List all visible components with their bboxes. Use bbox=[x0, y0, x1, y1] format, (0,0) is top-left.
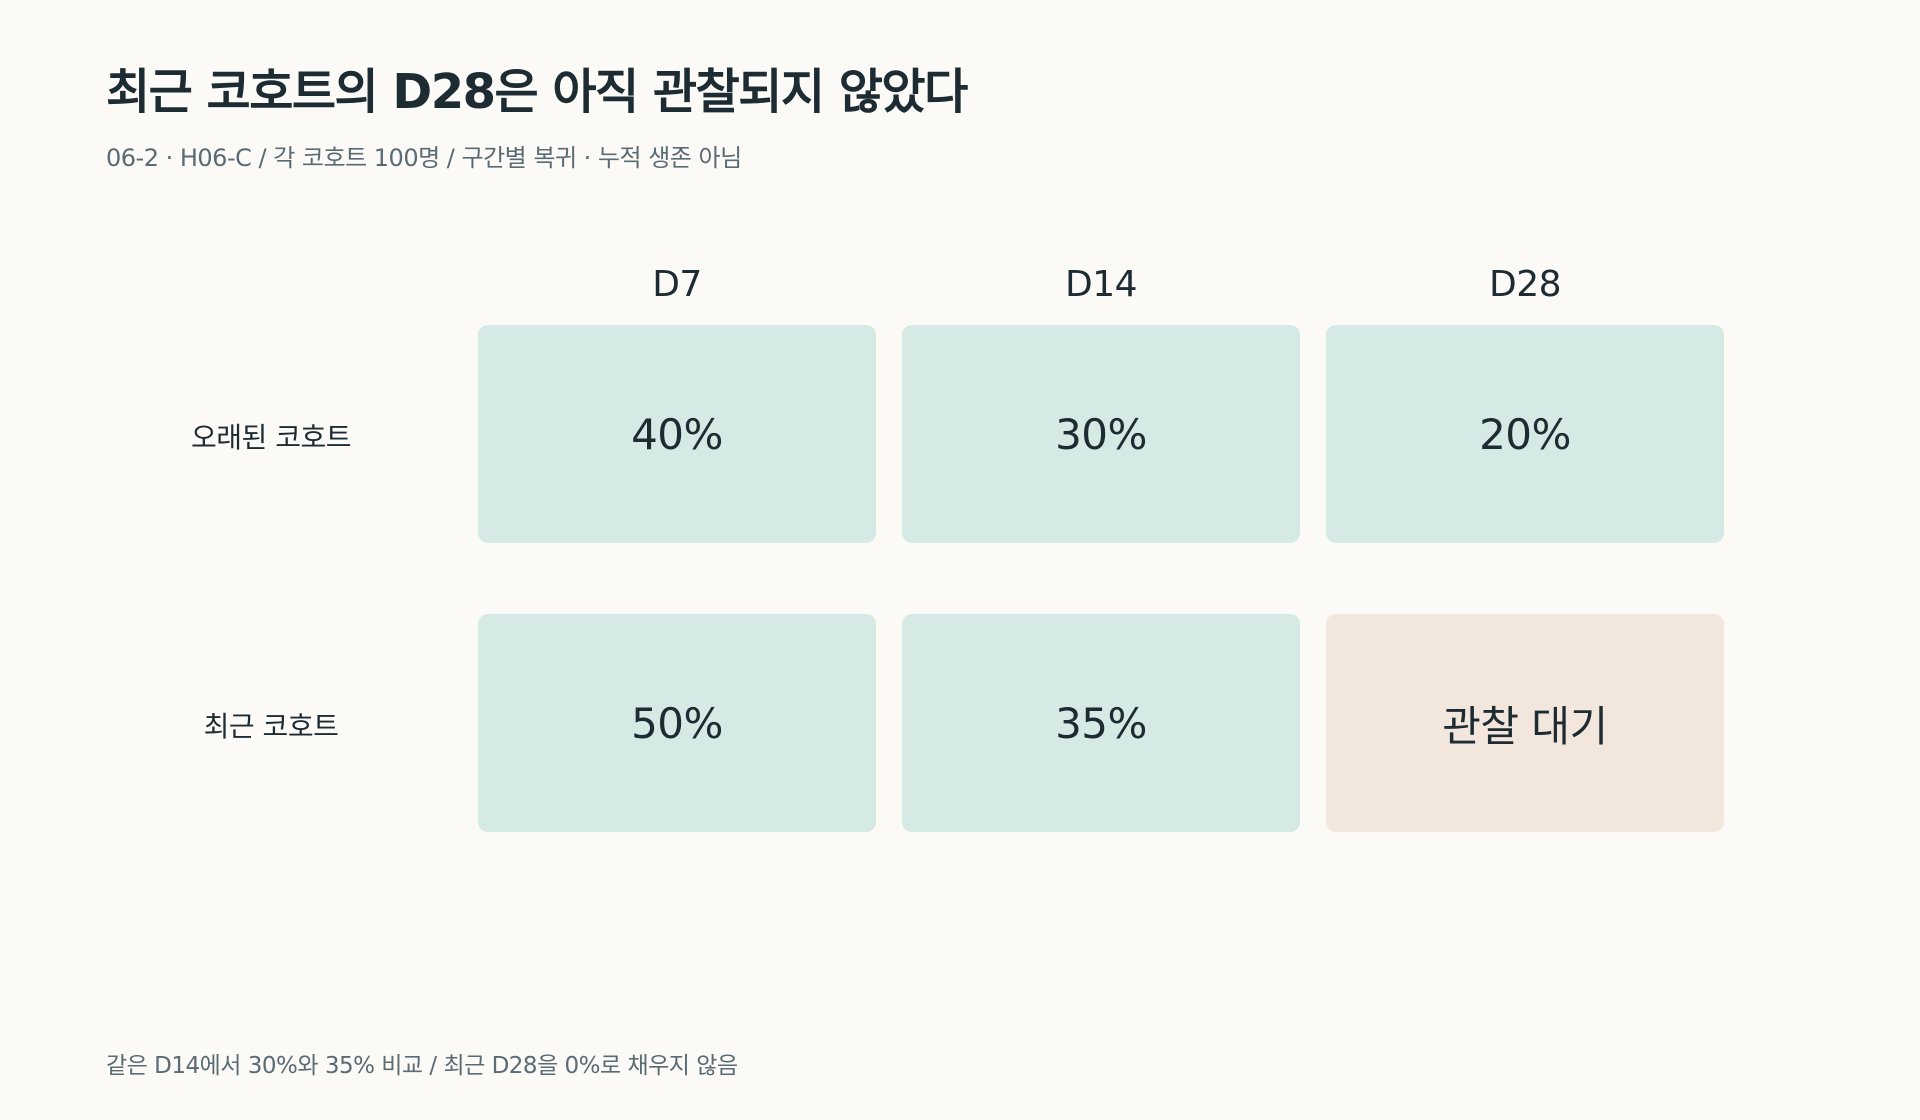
cell-recent-d28-pending: 관찰 대기 bbox=[1326, 614, 1724, 832]
cell-old-d28: 20% bbox=[1326, 325, 1724, 543]
footnote: 같은 D14에서 30%와 35% 비교 / 최근 D28을 0%로 채우지 않… bbox=[106, 1053, 738, 1079]
row-label-recent-cohort: 최근 코호트 bbox=[203, 710, 339, 743]
column-header-d14: D14 bbox=[1064, 264, 1138, 305]
chart-subtitle: 06-2 · H06-C / 각 코호트 100명 / 구간별 복귀 · 누적 … bbox=[106, 144, 742, 172]
column-header-d28: D28 bbox=[1488, 264, 1562, 305]
cell-old-d14: 30% bbox=[902, 325, 1300, 543]
cell-recent-d7: 50% bbox=[478, 614, 876, 832]
cell-recent-d14: 35% bbox=[902, 614, 1300, 832]
row-label-old-cohort: 오래된 코호트 bbox=[191, 421, 351, 454]
cell-old-d7: 40% bbox=[478, 325, 876, 543]
column-header-d7: D7 bbox=[652, 264, 702, 305]
chart-title: 최근 코호트의 D28은 아직 관찰되지 않았다 bbox=[106, 64, 968, 120]
